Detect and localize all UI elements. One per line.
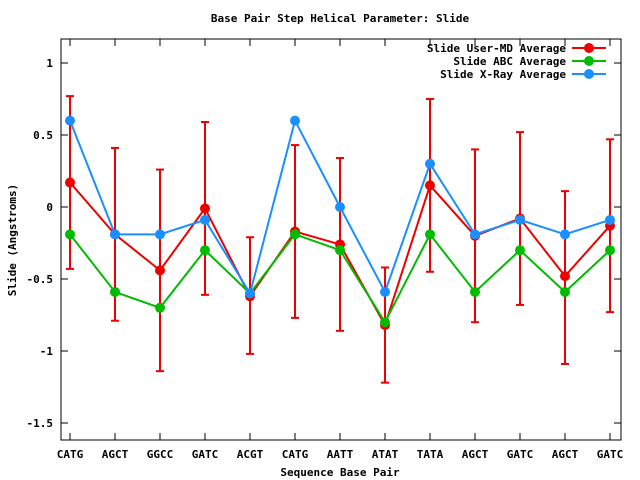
series-3-point: [335, 202, 345, 212]
series-2-point: [200, 245, 210, 256]
series-2-point: [290, 229, 300, 240]
series-3-point: [155, 229, 165, 240]
y-axis-label: Slide (Angstroms): [6, 184, 19, 297]
series-2-point: [515, 245, 525, 256]
legend-swatch-marker: [584, 69, 594, 79]
x-tick-label: AGCT: [462, 448, 489, 461]
series-3-point: [470, 229, 480, 240]
series-2-point: [335, 245, 345, 256]
x-tick-label: GGCC: [147, 448, 174, 461]
y-tick-label: 0.5: [33, 129, 53, 142]
y-tick-label: -0.5: [27, 273, 54, 286]
x-tick-label: TATA: [417, 448, 444, 461]
series-1-point: [200, 203, 210, 214]
series-2-point: [110, 286, 120, 297]
series-3-point: [560, 229, 570, 240]
x-tick-label: CATG: [57, 448, 84, 461]
legend-label: Slide ABC Average: [453, 55, 566, 68]
series-3-point: [605, 214, 615, 225]
x-tick-label: ATAT: [372, 448, 399, 461]
plot-area: -1.5 -1 -0.5 0 0.5 1 CATG AGCT GGCC GATC ACGT CATG A…: [27, 39, 624, 461]
series-3-point: [380, 286, 390, 297]
x-axis-label: Sequence Base Pair: [280, 466, 400, 479]
x-tick-label: GATC: [192, 448, 219, 461]
x-tick-label: GATC: [597, 448, 624, 461]
x-tick-label: CATG: [282, 448, 309, 461]
series-1-point: [65, 177, 75, 188]
x-tick-label: AGCT: [102, 448, 129, 461]
x-tick-label: ACGT: [237, 448, 264, 461]
series-1-point: [425, 180, 435, 191]
y-tick-label: -1: [40, 345, 54, 358]
series-1-point: [155, 265, 165, 276]
legend-label: Slide X-Ray Average: [440, 68, 566, 81]
series-3-point: [200, 214, 210, 225]
series-3-point: [110, 229, 120, 240]
legend-label: Slide User-MD Average: [427, 42, 566, 55]
chart-title: Base Pair Step Helical Parameter: Slide: [211, 12, 470, 25]
series-2-point: [380, 317, 390, 328]
series-3-point: [515, 214, 525, 225]
series-3-point: [245, 288, 255, 299]
series-3-point: [65, 115, 75, 126]
series-2-point: [470, 286, 480, 297]
plot-frame: [60, 38, 622, 441]
y-tick-label: 0: [46, 201, 53, 214]
x-tick-label: AATT: [327, 448, 354, 461]
series-2-point: [425, 229, 435, 240]
series-3-point: [425, 158, 435, 169]
legend-swatch-marker: [584, 43, 594, 53]
y-tick-label: 1: [46, 57, 53, 70]
y-tick-label: -1.5: [27, 417, 54, 430]
series-2-point: [155, 302, 165, 313]
series-2-point: [65, 229, 75, 240]
series-2-point: [605, 245, 615, 256]
series-1-point: [560, 271, 570, 282]
series-3-point: [290, 115, 300, 126]
x-tick-label: GATC: [507, 448, 534, 461]
legend-swatch-marker: [584, 56, 594, 66]
series-2-point: [560, 286, 570, 297]
x-tick-label: AGCT: [552, 448, 579, 461]
